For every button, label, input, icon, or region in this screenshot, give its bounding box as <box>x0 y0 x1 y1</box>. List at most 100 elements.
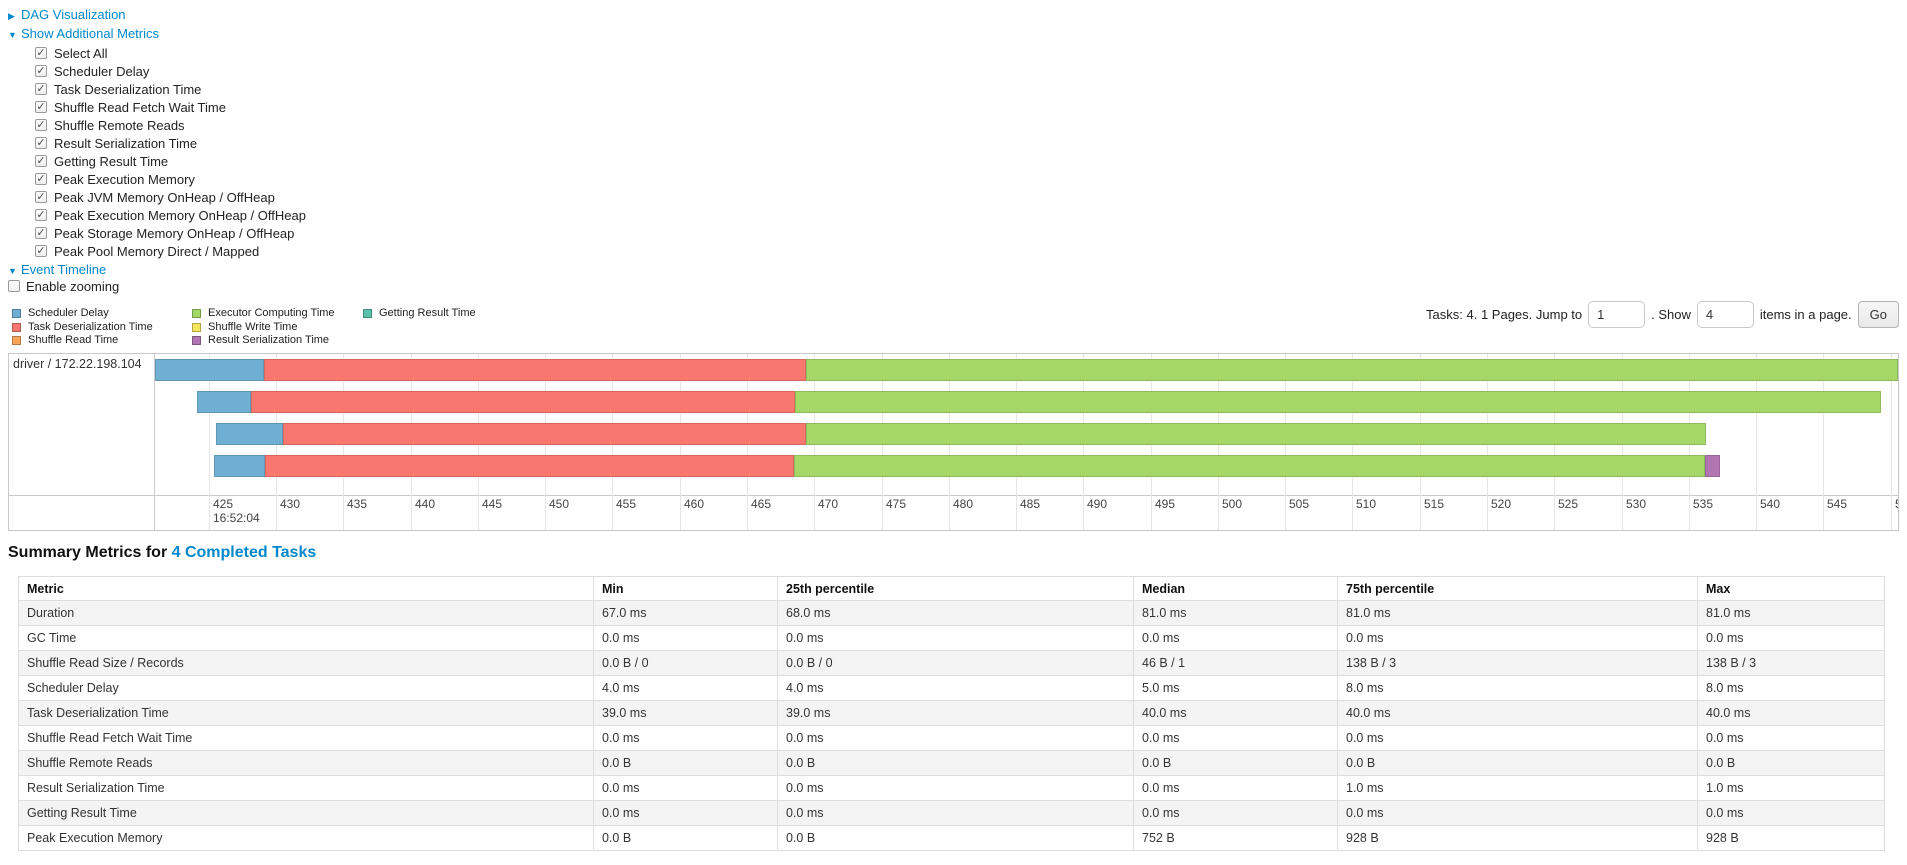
metric-checkbox[interactable] <box>35 83 47 95</box>
axis-tick-label: 430 <box>280 497 301 511</box>
metric-name-cell: Scheduler Delay <box>18 675 594 701</box>
legend-label: Scheduler Delay <box>28 307 109 320</box>
metric-value-cell: 138 B / 3 <box>1337 650 1698 676</box>
event-timeline-toggle[interactable]: ▼ Event Timeline <box>8 262 1907 277</box>
metric-value-cell: 4.0 ms <box>593 675 778 701</box>
table-row: Shuffle Read Size / Records 0.0 B / 0 0.0 … <box>18 650 1885 676</box>
metric-list-item: Select All <box>35 44 1907 62</box>
metric-list-item: Peak Execution Memory OnHeap / OffHeap <box>35 206 1907 224</box>
task-segment-scheduler-delay[interactable] <box>214 455 266 477</box>
metric-checkbox-label: Peak JVM Memory OnHeap / OffHeap <box>54 189 275 205</box>
metric-checkbox-label: Shuffle Read Fetch Wait Time <box>54 99 226 115</box>
axis-tick-label: 550 <box>1895 497 1898 511</box>
axis-tick-label: 485 <box>1020 497 1041 511</box>
metric-checkbox[interactable] <box>35 191 47 203</box>
metric-value-cell: 0.0 ms <box>593 775 778 801</box>
metric-checkbox[interactable] <box>35 209 47 221</box>
metric-value-cell: 0.0 B / 0 <box>777 650 1134 676</box>
metric-checkbox-label: Scheduler Delay <box>54 63 150 79</box>
metric-value-cell: 138 B / 3 <box>1697 650 1885 676</box>
metric-checkbox[interactable] <box>35 173 47 185</box>
axis-tick-label: 435 <box>347 497 368 511</box>
metric-list-item: Peak Pool Memory Direct / Mapped <box>35 242 1907 260</box>
task-segment-task-deserialization[interactable] <box>250 391 796 413</box>
show-additional-metrics-toggle[interactable]: ▼ Show Additional Metrics <box>8 26 1907 41</box>
metric-checkbox[interactable] <box>35 155 47 167</box>
grid-line <box>1891 354 1892 530</box>
metric-checkbox[interactable] <box>35 119 47 131</box>
legend-label: Shuffle Read Time <box>28 334 119 347</box>
expanded-arrow-icon: ▼ <box>8 30 17 40</box>
metric-list-item: Getting Result Time <box>35 152 1907 170</box>
axis-tick-label: 480 <box>953 497 974 511</box>
metric-name-cell: Shuffle Remote Reads <box>18 750 594 776</box>
metric-value-cell: 40.0 ms <box>1697 700 1885 726</box>
metric-value-cell: 0.0 ms <box>777 775 1134 801</box>
metric-value-cell: 0.0 B <box>777 750 1134 776</box>
legend-item: Shuffle Write Time <box>192 321 363 335</box>
legend-item: Executor Computing Time <box>192 307 363 321</box>
axis-tick-label: 525 <box>1558 497 1579 511</box>
expanded-arrow-icon: ▼ <box>8 266 17 276</box>
jump-to-page-input[interactable] <box>1588 301 1646 328</box>
metric-checkbox[interactable] <box>35 245 47 257</box>
axis-tick-label: 500 <box>1222 497 1243 511</box>
table-row: Duration 67.0 ms 68.0 ms 81.0 ms 81.0 ms 81.0… <box>18 600 1885 626</box>
completed-tasks-link[interactable]: 4 Completed Tasks <box>171 544 317 561</box>
metric-checkbox-label: Peak Pool Memory Direct / Mapped <box>54 243 260 259</box>
axis-separator <box>9 495 1898 496</box>
column-header: 25th percentile <box>777 576 1134 601</box>
task-segment-result-serialization[interactable] <box>1704 455 1720 477</box>
metric-value-cell: 0.0 B <box>593 825 778 851</box>
metric-value-cell: 0.0 B <box>593 750 778 776</box>
axis-tick-label: 530 <box>1626 497 1647 511</box>
metric-name-cell: GC Time <box>18 625 594 651</box>
metric-checkbox-label: Peak Storage Memory OnHeap / OffHeap <box>54 225 295 241</box>
metric-checkbox[interactable] <box>35 227 47 239</box>
grid-line <box>1756 354 1757 530</box>
task-segment-executor-computing[interactable] <box>795 391 1882 413</box>
task-segment-executor-computing[interactable] <box>806 359 1898 381</box>
table-row: Getting Result Time 0.0 ms 0.0 ms 0.0 ms 0.0… <box>18 800 1885 826</box>
task-segment-task-deserialization[interactable] <box>265 455 795 477</box>
metrics-checklist: Select All Scheduler Delay Task Deserializ… <box>8 44 1907 260</box>
executor-computing-swatch-icon <box>192 309 201 319</box>
task-segment-executor-computing[interactable] <box>794 455 1705 477</box>
show-additional-metrics-label: Show Additional Metrics <box>21 26 160 41</box>
legend-item: Shuffle Read Time <box>12 334 192 348</box>
event-timeline-chart: driver / 172.22.198.104 425 16:52:04 430 43… <box>8 353 1899 531</box>
metric-value-cell: 0.0 ms <box>1133 800 1338 826</box>
task-segment-scheduler-delay[interactable] <box>155 359 264 381</box>
metric-checkbox[interactable] <box>35 65 47 77</box>
metric-value-cell: 67.0 ms <box>593 600 778 626</box>
task-segment-scheduler-delay[interactable] <box>196 391 251 413</box>
dag-visualization-toggle[interactable]: ▶ DAG Visualization <box>8 7 1907 22</box>
metric-name-cell: Shuffle Read Fetch Wait Time <box>18 725 594 751</box>
go-button[interactable]: Go <box>1857 301 1899 328</box>
axis-tick-label: 540 <box>1760 497 1781 511</box>
task-segment-scheduler-delay[interactable] <box>215 423 283 445</box>
task-segment-task-deserialization[interactable] <box>263 359 807 381</box>
task-deserialization-swatch-icon <box>12 322 21 332</box>
metric-checkbox[interactable] <box>35 137 47 149</box>
metric-name-cell: Result Serialization Time <box>18 775 594 801</box>
grid-line <box>209 354 210 530</box>
items-per-page-input[interactable] <box>1696 301 1754 328</box>
metric-value-cell: 0.0 ms <box>593 800 778 826</box>
legend-label: Executor Computing Time <box>208 307 335 320</box>
metric-checkbox[interactable] <box>35 101 47 113</box>
enable-zooming-checkbox[interactable] <box>8 280 20 292</box>
metric-checkbox[interactable] <box>35 47 47 59</box>
result-serialization-swatch-icon <box>192 336 201 346</box>
legend-item: Task Deserialization Time <box>12 321 192 335</box>
task-segment-executor-computing[interactable] <box>806 423 1707 445</box>
table-row: Task Deserialization Time 39.0 ms 39.0 ms 4… <box>18 700 1885 726</box>
task-segment-task-deserialization[interactable] <box>282 423 807 445</box>
metric-value-cell: 0.0 B / 0 <box>593 650 778 676</box>
axis-tick-label: 510 <box>1356 497 1377 511</box>
table-row: Shuffle Remote Reads 0.0 B 0.0 B 0.0 B 0.0 B… <box>18 750 1885 776</box>
summary-metrics-table: Metric Min 25th percentile Median 75th perce… <box>18 576 1885 851</box>
items-in-page-label: items in a page. <box>1759 307 1852 322</box>
metric-value-cell: 39.0 ms <box>777 700 1134 726</box>
